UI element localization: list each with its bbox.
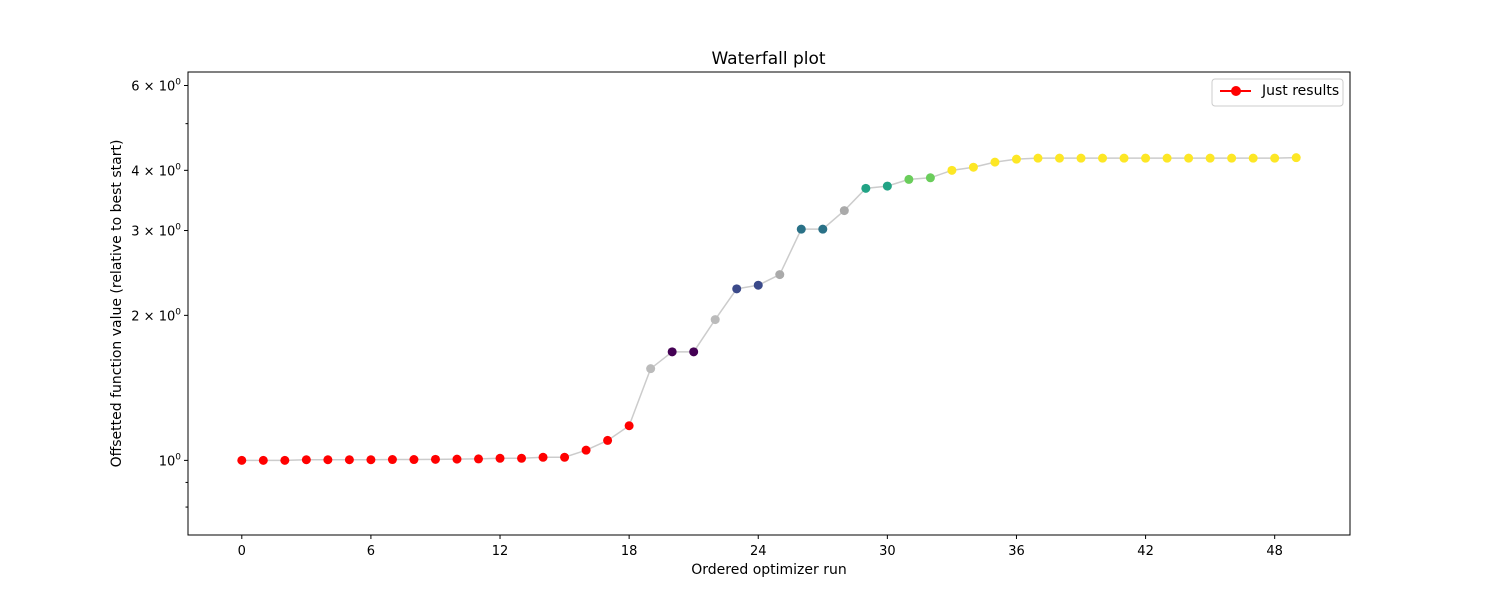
x-tick-label: 30 bbox=[879, 544, 896, 559]
x-axis-label: Ordered optimizer run bbox=[691, 562, 846, 578]
data-point bbox=[624, 421, 634, 431]
data-point bbox=[1184, 153, 1194, 163]
data-point bbox=[1033, 153, 1043, 163]
legend: Just results bbox=[1211, 78, 1344, 107]
data-point bbox=[947, 165, 957, 175]
data-point bbox=[1205, 153, 1215, 163]
data-point bbox=[904, 174, 914, 184]
x-axis: 0 6 12 18 24 30 36 42 48 bbox=[238, 535, 1283, 559]
plot-area bbox=[237, 153, 1301, 465]
y-tick-label: 3 × 100 bbox=[131, 223, 181, 240]
data-point bbox=[474, 454, 483, 464]
x-tick-label: 24 bbox=[750, 544, 767, 559]
data-point bbox=[1248, 153, 1258, 163]
x-tick-label: 6 bbox=[367, 544, 375, 559]
data-point bbox=[646, 364, 656, 374]
y-tick-label: 4 × 100 bbox=[131, 162, 181, 179]
data-point bbox=[301, 455, 311, 465]
data-point bbox=[968, 162, 978, 172]
data-point bbox=[1270, 153, 1280, 163]
y-tick-label: 6 × 100 bbox=[131, 78, 181, 95]
data-point bbox=[603, 435, 613, 445]
data-point bbox=[237, 455, 247, 465]
x-tick-label: 12 bbox=[492, 544, 509, 559]
x-tick-label: 42 bbox=[1137, 544, 1154, 559]
data-point bbox=[839, 206, 849, 216]
data-point bbox=[430, 454, 440, 464]
data-point bbox=[344, 455, 354, 465]
data-point bbox=[925, 173, 935, 183]
chart-title: Waterfall plot bbox=[711, 49, 825, 69]
data-point bbox=[280, 455, 290, 465]
data-point bbox=[1011, 154, 1021, 164]
data-point bbox=[538, 452, 548, 462]
data-point bbox=[1098, 153, 1108, 163]
y-axis-label: Offsetted function value (relative to be… bbox=[109, 140, 125, 468]
y-tick-label: 2 × 100 bbox=[131, 307, 181, 324]
data-point bbox=[560, 452, 570, 462]
data-point bbox=[1291, 153, 1301, 163]
x-tick-label: 48 bbox=[1266, 544, 1283, 559]
x-tick-label: 18 bbox=[621, 544, 638, 559]
legend-entry-label: Just results bbox=[1261, 83, 1339, 99]
data-point bbox=[323, 455, 333, 465]
data-point bbox=[1227, 153, 1237, 163]
data-point bbox=[1162, 153, 1172, 163]
x-tick-label: 36 bbox=[1008, 544, 1025, 559]
data-point bbox=[818, 224, 828, 234]
data-point bbox=[796, 224, 806, 234]
data-point bbox=[366, 455, 376, 465]
data-point bbox=[882, 181, 892, 191]
data-point bbox=[667, 347, 677, 357]
data-point bbox=[495, 453, 505, 463]
data-point bbox=[1119, 153, 1129, 163]
data-point bbox=[409, 455, 419, 465]
data-point bbox=[753, 280, 763, 290]
data-point bbox=[452, 454, 462, 464]
legend-point-marker bbox=[1231, 86, 1241, 96]
data-point bbox=[581, 445, 591, 455]
data-point bbox=[517, 453, 527, 463]
y-axis: 100 2 × 100 3 × 100 4 × 100 6 × 100 bbox=[131, 78, 188, 508]
data-point bbox=[732, 284, 742, 294]
data-point bbox=[258, 455, 268, 465]
data-point bbox=[990, 157, 1000, 167]
series-line bbox=[241, 156, 1297, 462]
plot-frame bbox=[187, 71, 1351, 536]
data-point bbox=[710, 315, 720, 325]
data-point bbox=[1055, 153, 1064, 163]
data-point bbox=[1076, 153, 1086, 163]
legend-frame bbox=[1211, 78, 1344, 107]
data-point bbox=[1141, 153, 1151, 163]
y-tick-label: 100 bbox=[159, 452, 182, 469]
data-point bbox=[689, 347, 699, 357]
x-tick-label: 0 bbox=[238, 544, 246, 559]
data-point bbox=[775, 270, 785, 280]
data-point bbox=[861, 183, 871, 193]
data-point bbox=[387, 455, 397, 465]
